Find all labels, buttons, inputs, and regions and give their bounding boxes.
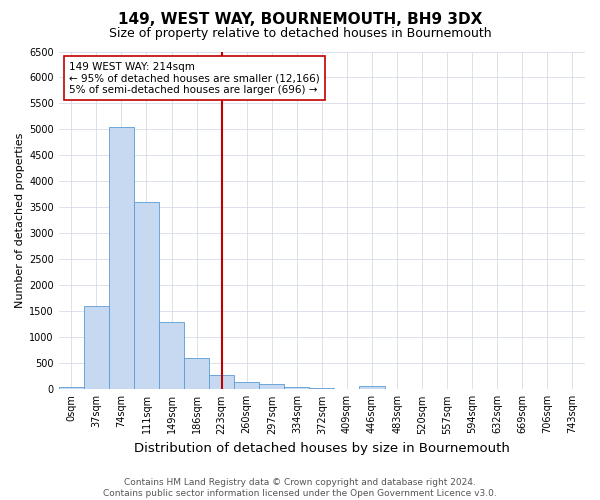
- Text: Contains HM Land Registry data © Crown copyright and database right 2024.
Contai: Contains HM Land Registry data © Crown c…: [103, 478, 497, 498]
- Bar: [159, 322, 184, 390]
- Bar: [209, 375, 234, 390]
- Text: Size of property relative to detached houses in Bournemouth: Size of property relative to detached ho…: [109, 28, 491, 40]
- Text: 149 WEST WAY: 214sqm
← 95% of detached houses are smaller (12,166)
5% of semi-de: 149 WEST WAY: 214sqm ← 95% of detached h…: [70, 62, 320, 95]
- Bar: [259, 384, 284, 390]
- Bar: [184, 358, 209, 390]
- Bar: [334, 388, 359, 390]
- Bar: [359, 386, 385, 390]
- Bar: [59, 386, 84, 390]
- X-axis label: Distribution of detached houses by size in Bournemouth: Distribution of detached houses by size …: [134, 442, 510, 455]
- Bar: [109, 127, 134, 390]
- Bar: [84, 306, 109, 390]
- Bar: [310, 388, 334, 390]
- Y-axis label: Number of detached properties: Number of detached properties: [15, 132, 25, 308]
- Bar: [134, 202, 159, 390]
- Text: 149, WEST WAY, BOURNEMOUTH, BH9 3DX: 149, WEST WAY, BOURNEMOUTH, BH9 3DX: [118, 12, 482, 28]
- Bar: [284, 386, 310, 390]
- Bar: [234, 382, 259, 390]
